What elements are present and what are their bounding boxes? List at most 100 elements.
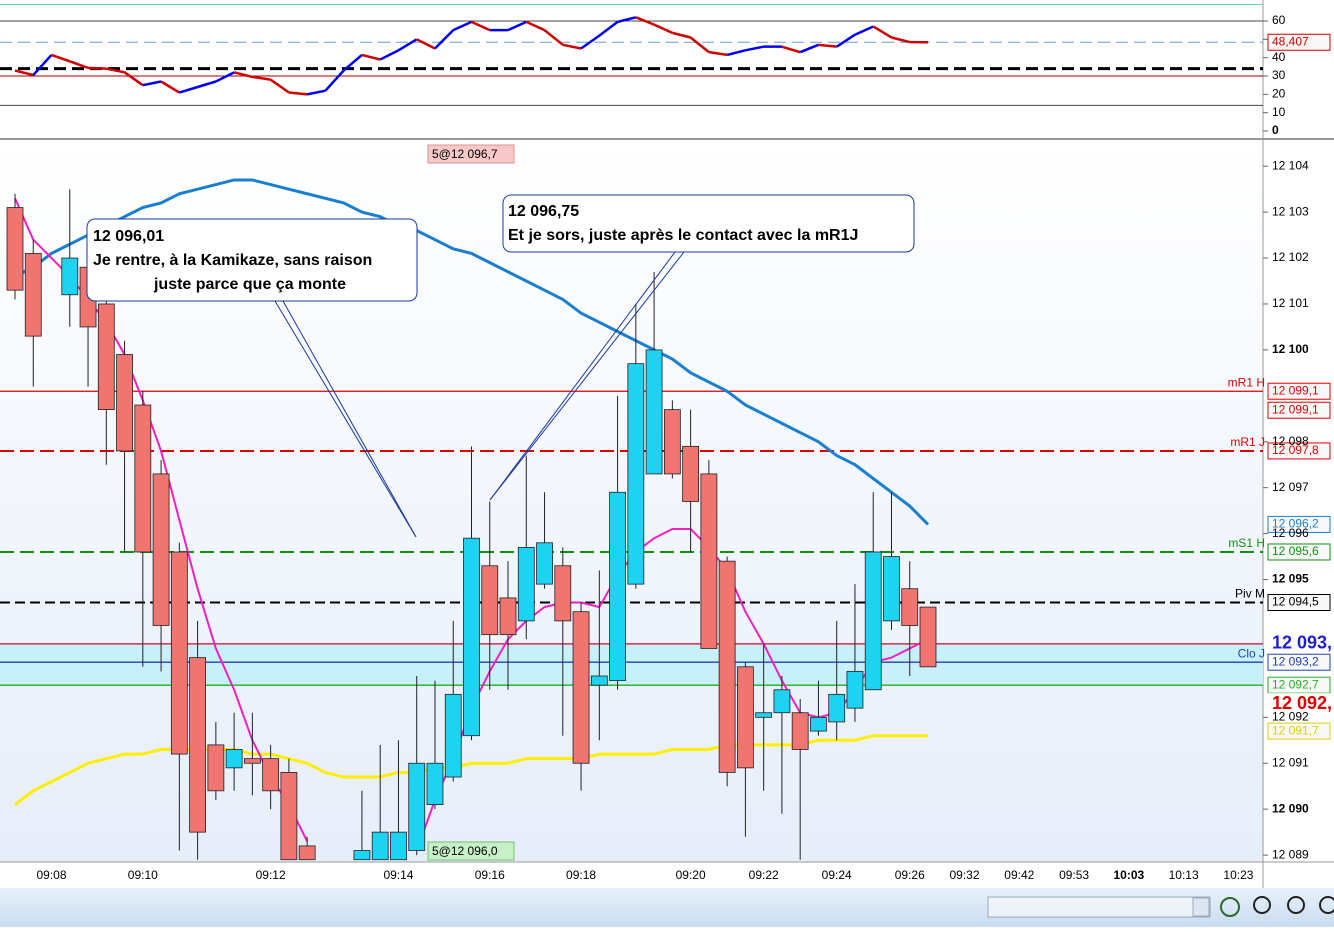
y-tick-label: 12 097 — [1272, 480, 1309, 494]
candle-body — [208, 745, 224, 791]
level-name: Piv M — [1235, 587, 1265, 601]
candle-body — [537, 543, 553, 584]
osc-tick-label: 30 — [1272, 68, 1286, 82]
candle-body — [226, 749, 242, 767]
x-tick-label: 10:03 — [1114, 868, 1145, 882]
x-tick-label: 09:32 — [950, 868, 980, 882]
x-tick-label: 10:23 — [1223, 868, 1253, 882]
y-tick-label: 12 095 — [1272, 572, 1309, 586]
candle-body — [153, 474, 169, 626]
y-tick-label: 12 098 — [1272, 434, 1309, 448]
candle-body — [810, 717, 826, 731]
y-tick-label: 12 096 — [1272, 526, 1309, 540]
candle-body — [737, 667, 753, 768]
candle-body — [464, 538, 480, 735]
y-tick-label: 12 103 — [1272, 204, 1309, 218]
candle-body — [591, 676, 607, 685]
x-tick-label: 09:24 — [822, 868, 852, 882]
price-label: 12 094,5 — [1272, 595, 1319, 609]
candle-body — [792, 713, 808, 750]
price-label: 12 099,1 — [1272, 402, 1319, 416]
price-label: 12 092,7 — [1272, 677, 1319, 691]
osc-segment — [88, 68, 106, 69]
scroll-button[interactable] — [1193, 898, 1209, 916]
level-name: mR1 H — [1228, 375, 1265, 389]
y-tick-label: 12 091 — [1272, 755, 1309, 769]
candle-body — [518, 547, 534, 620]
osc-tick-label: 20 — [1272, 87, 1286, 101]
candle-body — [482, 566, 498, 635]
x-tick-label: 09:22 — [749, 868, 779, 882]
candle-body — [372, 832, 388, 860]
candle-body — [664, 410, 680, 474]
candle-body — [756, 713, 772, 718]
candle-body — [190, 658, 206, 833]
candle-body — [719, 561, 735, 772]
candle-body — [7, 208, 23, 291]
osc-tick-label: 10 — [1272, 105, 1286, 119]
y-tick-label: 12 101 — [1272, 296, 1309, 310]
candle-body — [829, 694, 845, 722]
x-tick-label: 09:42 — [1004, 868, 1034, 882]
x-tick-label: 09:14 — [383, 868, 413, 882]
candle-body — [902, 589, 918, 626]
candle-body — [263, 759, 279, 791]
level-name: mS1 H — [1228, 536, 1265, 550]
y-tick-label: 12 089 — [1272, 847, 1309, 861]
candle-body — [646, 350, 662, 474]
order-label: 5@12 096,7 — [432, 147, 498, 161]
candle-body — [409, 763, 425, 850]
callout-text: Et je sors, juste après le contact avec … — [508, 227, 858, 244]
candle-body — [427, 763, 443, 804]
candle-body — [98, 304, 114, 410]
callout-text: 12 096,01 — [93, 228, 164, 245]
y-tick-label: 12 102 — [1272, 250, 1309, 264]
candle-body — [117, 354, 133, 450]
x-tick-label: 10:13 — [1169, 868, 1199, 882]
scrollbar[interactable] — [988, 897, 1210, 917]
y-tick-label: 12 092 — [1272, 709, 1309, 723]
y-tick-label: 12 100 — [1272, 342, 1309, 356]
order-label: 5@12 096,0 — [432, 844, 498, 858]
y-tick-label: 12 090 — [1272, 801, 1309, 815]
candle-body — [555, 566, 571, 621]
x-tick-label: 09:20 — [676, 868, 706, 882]
callout-text: Je rentre, à la Kamikaze, sans raison — [93, 252, 372, 269]
osc-tick-label: 0 — [1272, 123, 1279, 137]
y-tick-label: 12 104 — [1272, 158, 1309, 172]
candle-body — [244, 759, 260, 764]
candle-body — [171, 552, 187, 754]
candle-body — [500, 598, 516, 635]
x-tick-label: 09:08 — [37, 868, 67, 882]
osc-tick-label: 60 — [1272, 13, 1286, 27]
candle-body — [25, 253, 41, 336]
x-tick-label: 09:12 — [256, 868, 286, 882]
candle-body — [847, 671, 863, 708]
osc-tick-label: 40 — [1272, 50, 1286, 64]
price-label: 12 091,7 — [1272, 723, 1319, 737]
level-name: Clo J — [1238, 646, 1265, 660]
price-label: 12 099,1 — [1272, 383, 1319, 397]
candle-body — [683, 446, 699, 501]
candle-body — [135, 405, 151, 552]
x-tick-label: 09:10 — [128, 868, 158, 882]
candle-body — [299, 846, 315, 860]
candle-body — [628, 364, 644, 584]
price-label: 12 093, — [1272, 633, 1332, 653]
candle-body — [883, 557, 899, 621]
callout-text: juste parce que ça monte — [153, 276, 346, 293]
candle-body — [573, 612, 589, 764]
candle-body — [390, 832, 406, 860]
candle-body — [774, 690, 790, 713]
callout-text: 12 096,75 — [508, 203, 579, 220]
candle-body — [610, 492, 626, 680]
level-name: mR1 J — [1230, 435, 1265, 449]
price-label: 12 095,6 — [1272, 544, 1319, 558]
x-tick-label: 09:16 — [475, 868, 505, 882]
x-tick-label: 09:18 — [566, 868, 596, 882]
candle-body — [62, 258, 78, 295]
candle-body — [445, 694, 461, 777]
candle-body — [701, 474, 717, 649]
candle-body — [354, 851, 370, 860]
